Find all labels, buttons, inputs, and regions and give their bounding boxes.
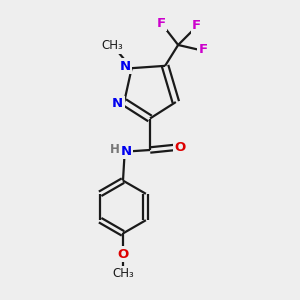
Text: H: H	[110, 142, 120, 156]
Text: F: F	[199, 43, 208, 56]
Text: CH₃: CH₃	[112, 267, 134, 280]
Text: F: F	[192, 19, 201, 32]
Text: N: N	[120, 145, 132, 158]
Text: CH₃: CH₃	[101, 39, 123, 52]
Text: F: F	[157, 17, 166, 30]
Text: O: O	[174, 141, 186, 154]
Text: N: N	[119, 60, 130, 73]
Text: O: O	[117, 248, 129, 261]
Text: N: N	[112, 97, 123, 110]
